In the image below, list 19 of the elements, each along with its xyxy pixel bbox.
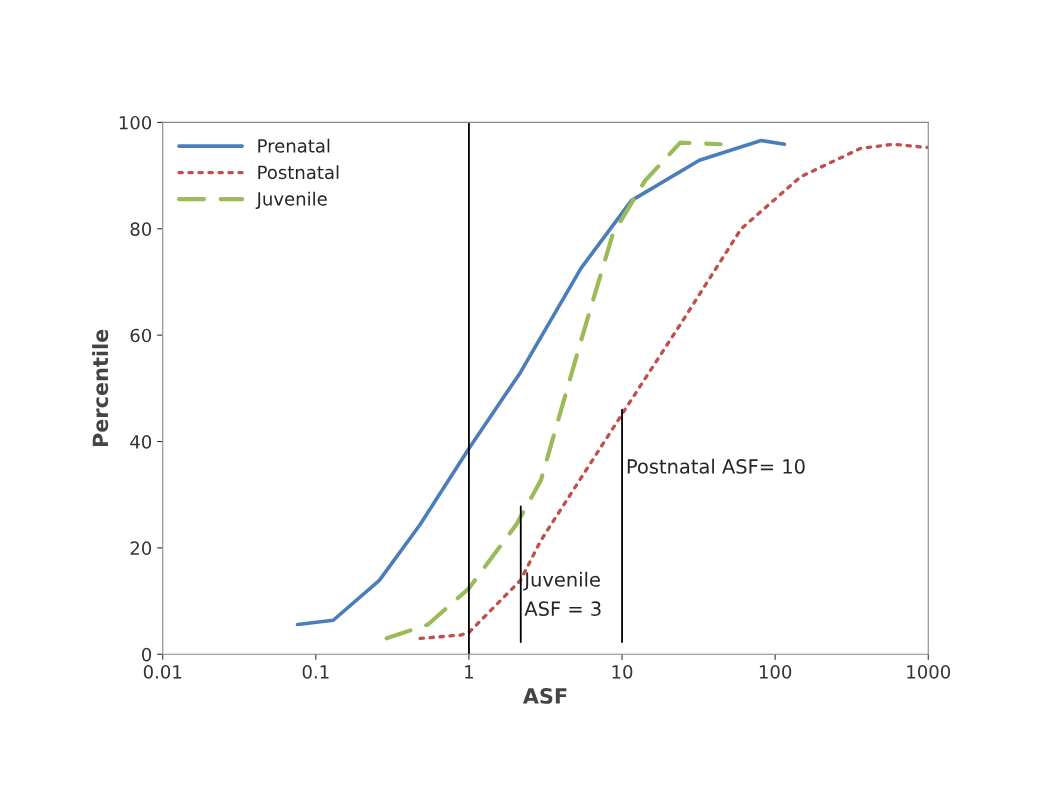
x-tick-label: 0.1	[302, 665, 329, 679]
y-tick-label: 60	[130, 328, 152, 343]
legend-label: Prenatal	[258, 138, 330, 153]
annotation: Postnatal ASF= 10	[627, 458, 805, 474]
y-tick-label: 0	[141, 647, 152, 662]
legend-label: Juvenile	[255, 191, 327, 210]
x-tick-label: 100	[759, 665, 792, 679]
x-tick-label: 1	[465, 665, 474, 679]
y-axis-title: Percentile	[92, 329, 109, 447]
x-tick-label: 1000	[907, 665, 951, 679]
y-tick-label: 40	[130, 435, 152, 449]
y-tick-label: 100	[119, 115, 152, 130]
x-tick-label: 10	[612, 665, 633, 679]
y-tick-label: 20	[130, 541, 152, 556]
legend-label: Postnatal	[258, 165, 339, 180]
annotation: Juvenile ASF = 3	[523, 571, 601, 616]
x-axis-title: ASF	[522, 688, 567, 704]
x-tick-label: 0.01	[143, 665, 182, 679]
y-tick-label: 80	[130, 222, 152, 236]
